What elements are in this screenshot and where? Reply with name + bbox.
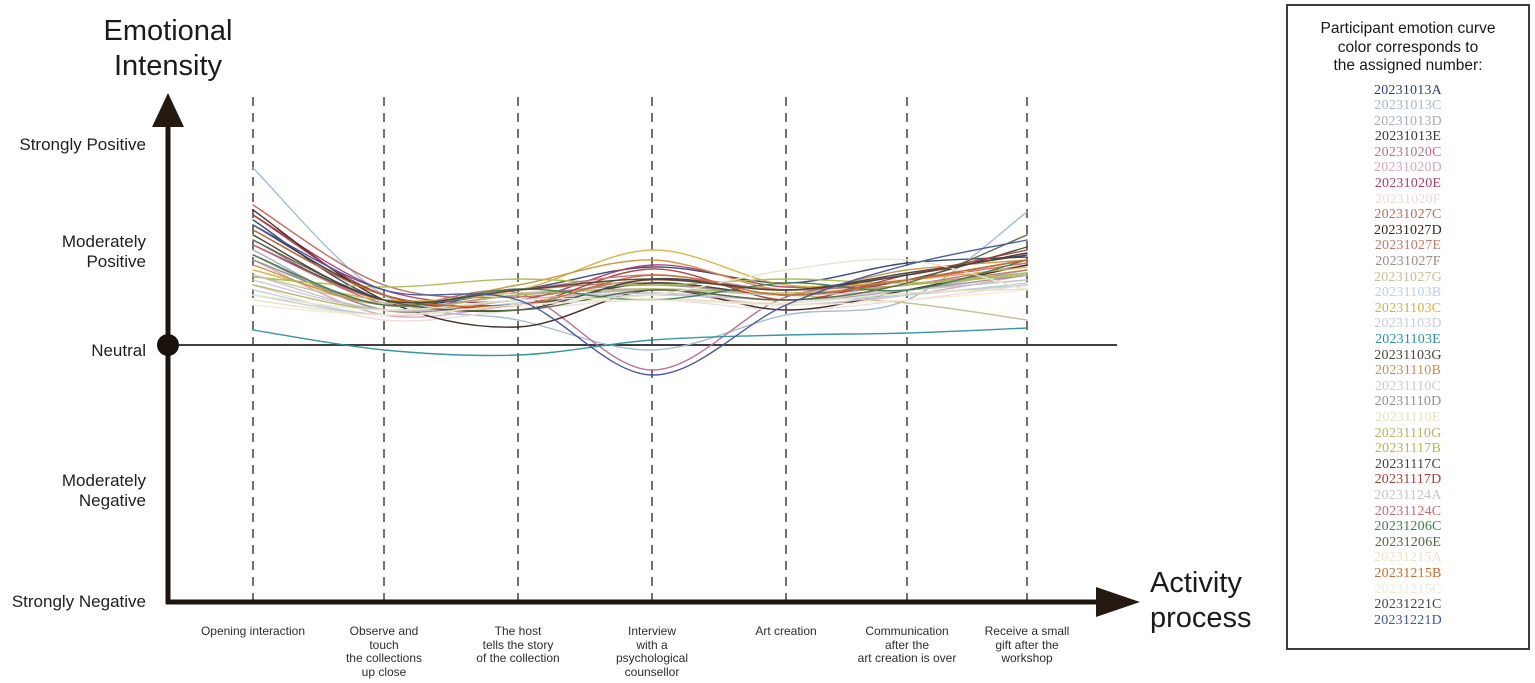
emotion-curve-20231013C [252,167,1028,351]
legend-entry-20231013C: 20231013C [1374,98,1442,114]
x-axis-arrow-icon [1096,587,1140,617]
legend-entry-20231110D: 20231110D [1374,394,1442,410]
neutral-origin-dot [157,334,179,356]
x-category-label: Interview with a psychological counsello… [615,624,689,679]
legend-entry-20231103C: 20231103C [1374,300,1442,316]
legend-entry-20231117C: 20231117C [1374,456,1442,472]
y-tick-moderately-positive: Moderately Positive [61,232,146,271]
y-tick-strongly-positive: Strongly Positive [19,135,146,154]
x-category-label: Observe and touch the collections up clo… [345,624,423,679]
legend-entry-20231013A: 20231013A [1374,82,1442,98]
legend-entry-20231221C: 20231221C [1374,597,1442,613]
y-tick-strongly-negative: Strongly Negative [11,592,146,611]
y-tick-neutral: Neutral [91,341,146,360]
legend-entry-20231103E: 20231103E [1375,332,1441,347]
legend-entry-20231027C: 20231027C [1374,207,1442,223]
legend-entry-20231215C: 20231215C [1374,581,1442,597]
legend-entry-20231206C: 20231206C [1374,519,1442,535]
x-category-label: Art creation [755,624,817,638]
legend-entry-20231215B: 20231215B [1374,565,1442,581]
emotion-curve-20231020C [252,239,1028,371]
emotion-curve-20231215A [252,258,1028,311]
legend-entry-20231206E: 20231206E [1374,534,1442,550]
legend-entry-20231020E: 20231020E [1374,176,1442,192]
legend-entry-20231117D: 20231117D [1374,472,1442,488]
x-category-label: Opening interaction [200,624,306,638]
x-axis-title: Activity process [1150,567,1252,634]
legend-entry-20231103D: 20231103D [1374,316,1442,332]
legend-title: Participant emotion curve color correspo… [1320,20,1496,74]
legend-panel: Participant emotion curve color correspo… [1286,4,1530,650]
legend-entry-20231221D: 20231221D [1374,612,1442,628]
legend-entry-20231124C: 20231124C [1374,503,1442,519]
emotion-curve-20231221C [252,234,1028,304]
y-tick-moderately-negative: Moderately Negative [61,471,146,510]
emotion-curves [252,167,1028,376]
legend-entry-20231027E: 20231027E [1374,238,1442,254]
x-category-label: Receive a small gift after the workshop [984,624,1070,665]
legend-entry-20231027F: 20231027F [1375,254,1441,270]
legend-entry-20231124A: 20231124A [1374,487,1442,503]
legend-entry-20231013D: 20231013D [1374,113,1442,129]
dashed-gridlines [252,97,1028,602]
emotion-curve-20231215C [252,289,1028,316]
emotion-curve-20231103E [252,327,1028,357]
legend-entry-20231110B: 20231110B [1374,363,1442,379]
legend-entry-20231013E: 20231013E [1374,129,1442,145]
emotion-curve-20231221D [252,224,1028,376]
x-category-label: The host tells the story of the collecti… [476,624,560,665]
legend-entry-20231110G: 20231110G [1374,425,1442,441]
x-category-label: Communication after the art creation is … [857,624,957,665]
legend-entry-20231103G: 20231103G [1374,347,1442,363]
legend-entry-20231020F: 20231020F [1375,191,1441,207]
legend-entry-20231215A: 20231215A [1374,550,1442,566]
legend-entry-20231020D: 20231020D [1374,160,1442,176]
legend-entry-20231103B: 20231103B [1374,285,1442,301]
legend-entry-20231117B: 20231117B [1374,441,1442,457]
legend-entry-20231027G: 20231027G [1374,269,1442,285]
legend-entry-20231110E: 20231110E [1375,409,1441,425]
y-axis-title: Emotional Intensity [103,15,233,82]
legend-entry-20231110C: 20231110C [1374,378,1442,394]
y-axis-arrow-icon [152,93,184,127]
emotion-curve-20231215B [252,229,1028,308]
legend-entry-20231027D: 20231027D [1374,222,1442,238]
legend-list: 20231013A 20231013C 20231013D 20231013E 2023… [1288,83,1528,629]
legend-entry-20231020C: 20231020C [1374,144,1442,160]
